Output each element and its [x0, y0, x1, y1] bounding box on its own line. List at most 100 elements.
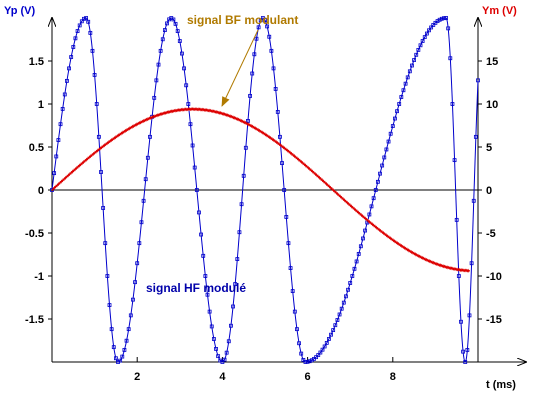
- right-tick-label: -10: [486, 271, 502, 283]
- hf-sample-marker: [258, 18, 263, 23]
- hf-sample-marker: [156, 62, 161, 67]
- hf-sample-marker: [339, 306, 344, 311]
- hf-sample-marker: [382, 155, 387, 160]
- hf-sample-marker: [126, 327, 131, 332]
- hf-sample-marker: [418, 43, 423, 48]
- hf-sample-marker: [459, 319, 463, 324]
- hf-sample-marker: [393, 116, 397, 121]
- x-tick-label: 8: [390, 371, 396, 383]
- hf-sample-marker: [239, 202, 244, 207]
- hf-sample-marker: [301, 357, 306, 362]
- hf-sample-marker: [124, 338, 129, 343]
- hf-sample-marker: [60, 107, 65, 111]
- hf-sample-marker: [241, 173, 246, 178]
- left-axis-title: Yp (V): [4, 5, 36, 17]
- hf-sample-marker: [401, 88, 406, 93]
- hf-sample-marker: [397, 102, 402, 106]
- hf-sample-marker: [299, 351, 304, 356]
- hf-sample-marker: [246, 119, 250, 123]
- hf-sample-marker: [186, 102, 191, 106]
- x-axis-title: t (ms): [486, 379, 516, 391]
- hf-sample-marker: [437, 17, 442, 22]
- left-tick-label: -0.5: [25, 228, 44, 240]
- hf-sample-marker: [335, 318, 340, 322]
- hf-sample-marker: [209, 324, 214, 329]
- hf-sample-marker: [275, 110, 280, 114]
- hf-sample-marker: [380, 163, 385, 168]
- right-tick-label: 15: [486, 56, 498, 68]
- hf-sample-marker: [403, 81, 408, 86]
- hf-sample-marker: [118, 358, 123, 363]
- hf-sample-marker: [378, 171, 382, 176]
- hf-sample-marker: [243, 145, 248, 150]
- hf-sample-marker: [52, 171, 57, 176]
- hf-sample-marker: [237, 230, 242, 235]
- hf-sample-marker: [79, 19, 84, 24]
- hf-sample-marker: [152, 95, 157, 100]
- hf-sample-marker: [286, 241, 291, 246]
- left-ticks: 1.5 1 0.5 0 -0.5 -1 -1.5: [25, 56, 52, 326]
- hf-sample-marker: [369, 204, 374, 209]
- hf-sample-marker: [316, 353, 321, 357]
- hf-sample-marker: [226, 339, 231, 344]
- hf-sample-marker: [69, 55, 74, 59]
- hf-sample-marker: [67, 66, 71, 71]
- hf-sample-marker: [65, 78, 69, 83]
- left-tick-label: 0: [38, 185, 44, 197]
- hf-sample-marker: [154, 78, 159, 83]
- hf-sample-marker: [305, 359, 310, 364]
- hf-sample-marker: [122, 348, 127, 352]
- hf-sample-marker: [137, 241, 142, 246]
- hf-sample-marker: [111, 345, 116, 350]
- hf-sample-marker: [143, 177, 148, 182]
- right-tick-label: 0: [486, 185, 492, 197]
- hf-sample-marker: [350, 274, 355, 278]
- annotation-bf: signal BF modulant: [187, 13, 298, 27]
- hf-sample-marker: [133, 280, 137, 285]
- hf-sample-marker: [252, 52, 257, 57]
- hf-sample-marker: [105, 274, 110, 278]
- hf-sample-marker: [292, 309, 297, 314]
- hf-sample-marker: [103, 241, 108, 246]
- hf-sample-marker: [92, 73, 97, 77]
- hf-sample-marker: [135, 261, 140, 266]
- hf-sample-marker: [139, 220, 144, 225]
- hf-sample-marker: [420, 39, 425, 43]
- hf-sample-marker: [295, 327, 299, 332]
- hf-sample-marker: [250, 71, 255, 76]
- hf-sample-marker: [131, 297, 135, 302]
- hf-sample-marker: [197, 210, 201, 215]
- hf-sample-marker: [75, 29, 80, 33]
- hf-sample-marker: [184, 83, 189, 88]
- hf-sample-marker: [429, 25, 434, 30]
- hf-sample-marker: [465, 348, 470, 352]
- left-tick-label: 0.5: [29, 142, 44, 154]
- hf-sample-marker: [177, 39, 182, 43]
- hf-sample-marker: [203, 274, 208, 278]
- left-tick-label: 1: [38, 99, 44, 111]
- x-tick-label: 6: [305, 371, 311, 383]
- hf-sample-marker: [56, 138, 61, 142]
- hf-sample-marker: [86, 19, 91, 24]
- hf-sample-marker: [329, 332, 333, 337]
- hf-sample-marker: [84, 16, 88, 20]
- hf-sample-marker: [145, 155, 150, 160]
- hf-sample-marker: [220, 360, 225, 364]
- hf-sample-marker: [341, 300, 346, 305]
- hf-sample-marker: [141, 198, 146, 203]
- left-tick-label: -1.5: [25, 314, 44, 326]
- hf-sample-marker: [344, 294, 348, 299]
- right-ticks: 15 10 5 0 -5 -10 -15: [478, 56, 502, 326]
- hf-sample-marker: [412, 58, 417, 62]
- hf-sample-marker: [128, 313, 133, 318]
- hf-sample-marker: [101, 206, 106, 210]
- hf-sample-marker: [207, 309, 212, 314]
- hf-signal-line: [51, 17, 479, 363]
- hf-sample-marker: [158, 48, 163, 53]
- right-axis-title: Ym (V): [482, 5, 517, 17]
- hf-sample-marker: [284, 215, 289, 219]
- hf-sample-marker: [273, 87, 278, 91]
- hf-sample-marker: [442, 16, 446, 21]
- x-tick-label: 4: [219, 371, 226, 383]
- hf-sample-marker: [363, 228, 368, 233]
